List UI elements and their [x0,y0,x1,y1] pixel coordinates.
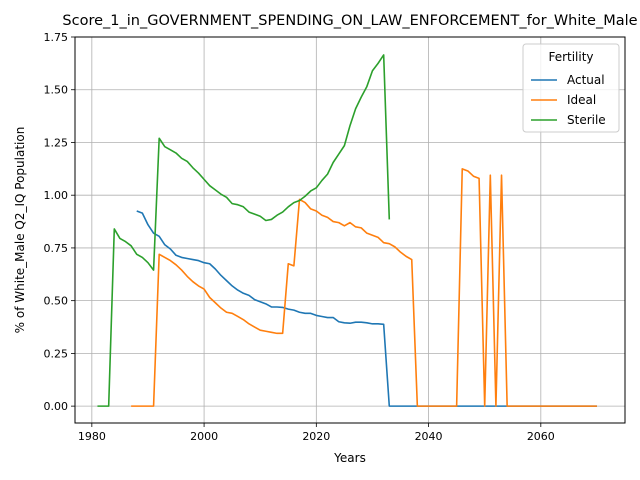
x-tick-label: 2000 [190,430,218,443]
series-line-actual [136,210,597,407]
x-axis-ticks: 1980 2000 2020 2040 2060 [78,423,555,443]
plot-frame [74,36,626,424]
y-tick-label: 1.00 [44,189,69,202]
y-tick-label: 0.00 [44,400,69,413]
legend-entries: Actual Ideal Sterile [531,73,606,127]
legend-title: Fertility [548,50,593,64]
series-line-sterile [97,54,391,407]
x-tick-label: 1980 [78,430,106,443]
y-tick-label: 1.50 [44,84,69,97]
x-axis-label: Years [333,451,366,465]
y-tick-label: 0.25 [44,347,69,360]
legend-box [522,43,620,133]
legend-label-ideal: Ideal [567,93,596,107]
y-tick-label: 0.50 [44,295,69,308]
y-tick-label: 1.75 [44,31,69,44]
y-tick-label: 0.75 [44,242,69,255]
plot-series [97,54,597,407]
x-tick-label: 2060 [527,430,555,443]
series-line-ideal [131,168,597,407]
legend-label-actual: Actual [567,73,605,87]
y-tick-label: 1.25 [44,136,69,149]
legend: Fertility Actual Ideal Sterile [522,43,620,133]
chart-title: Score_1_in_GOVERNMENT_SPENDING_ON_LAW_EN… [62,13,637,29]
x-tick-label: 2020 [302,430,330,443]
x-tick-label: 2040 [415,430,443,443]
y-axis-label: % of White_Male Q2_IQ Population [13,127,27,334]
y-axis-ticks: 0.00 0.25 0.50 0.75 1.00 1.25 1.50 1.75 [44,31,75,413]
legend-label-sterile: Sterile [567,113,606,127]
